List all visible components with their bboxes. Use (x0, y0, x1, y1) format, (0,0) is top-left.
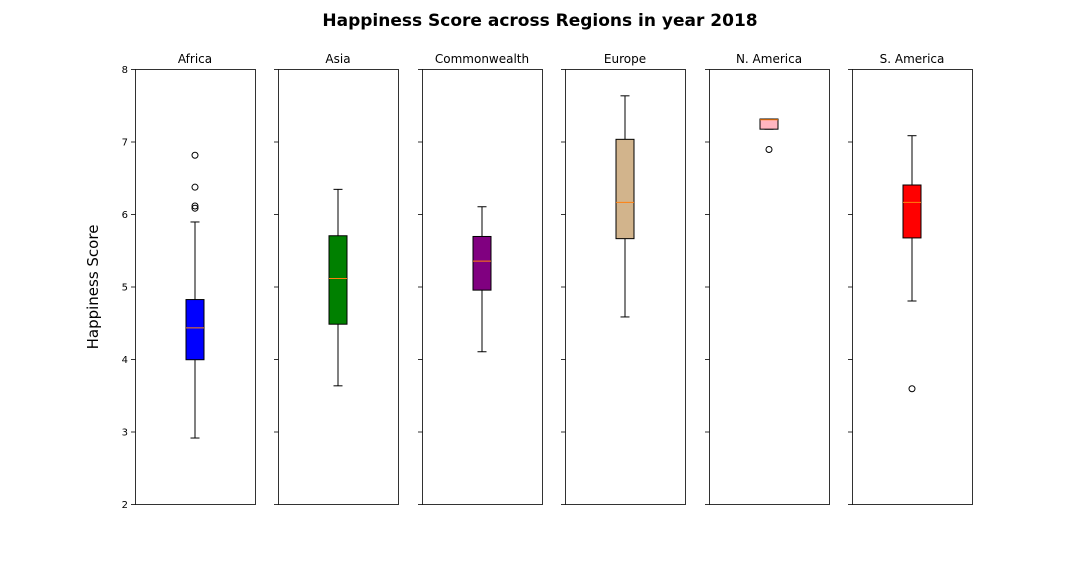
panel-asia: Asia (274, 52, 399, 505)
panel-title-asia: Asia (325, 52, 350, 66)
panel-title-s-america: S. America (880, 52, 945, 66)
panel-commonwealth: Commonwealth (418, 52, 543, 505)
panel-s-america: S. America (848, 52, 973, 505)
panel-title-europe: Europe (604, 52, 646, 66)
outlier-point (191, 183, 199, 191)
outlier-point (191, 151, 199, 159)
y-tick-label: 6 (122, 210, 128, 221)
y-tick-label: 3 (122, 428, 128, 439)
panels-group: Africa 2 3 4 5 6 7 8 Asia Commonwealth Europe N. Am… (122, 52, 973, 511)
box-n-america (759, 118, 779, 130)
y-axis-label: Happiness Score (84, 225, 102, 350)
panel-europe: Europe (561, 52, 686, 505)
panel-frame (709, 69, 830, 505)
y-tick-label: 2 (122, 500, 128, 511)
y-tick-label: 8 (122, 65, 128, 76)
panel-title-africa: Africa (178, 52, 212, 66)
y-tick-label: 5 (122, 283, 128, 294)
panel-africa: Africa 2 3 4 5 6 7 8 (122, 52, 256, 511)
chart-title: Happiness Score across Regions in year 2… (322, 11, 757, 31)
box-europe (615, 138, 635, 240)
box-s-america (902, 184, 922, 239)
panel-title-commonwealth: Commonwealth (435, 52, 529, 66)
box-asia (328, 235, 348, 325)
panel-title-n-america: N. America (736, 52, 802, 66)
outlier-point (908, 385, 916, 393)
outlier-point (191, 202, 199, 210)
y-tick-label: 7 (122, 138, 128, 149)
panel-n-america: N. America (705, 52, 830, 505)
outlier-point (191, 204, 199, 212)
box-commonwealth (472, 235, 492, 291)
box-africa (185, 299, 205, 361)
y-tick-label: 4 (122, 355, 128, 366)
outlier-point (765, 145, 773, 153)
